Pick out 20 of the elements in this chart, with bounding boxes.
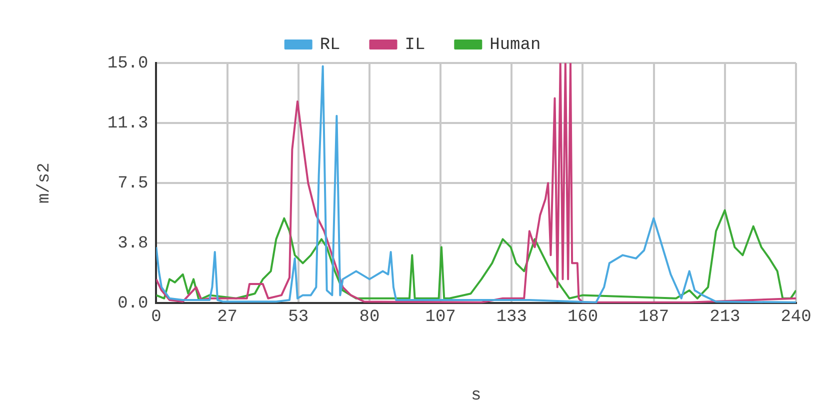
x-tick-label: 107 — [425, 308, 456, 327]
y-tick-label: 15.0 — [107, 54, 148, 74]
x-tick-label: 80 — [359, 308, 380, 327]
legend-label: Human — [490, 36, 541, 55]
x-tick-label: 133 — [496, 308, 527, 327]
legend-label: IL — [404, 36, 426, 55]
x-tick-label: 0 — [151, 308, 162, 327]
x-axis-title: s — [471, 386, 482, 406]
x-tick-label: 187 — [638, 308, 670, 327]
x-tick-label: 27 — [217, 308, 238, 327]
x-tick-label: 213 — [710, 308, 740, 327]
x-tick-label: 160 — [567, 308, 598, 327]
x-tick-label: 53 — [288, 308, 309, 327]
y-tick-label: 0.0 — [118, 294, 148, 314]
legend-label: RL — [320, 36, 340, 55]
y-tick-label: 11.3 — [107, 114, 148, 134]
y-tick-label: 7.5 — [118, 174, 148, 194]
x-tick-label: 240 — [780, 308, 812, 327]
y-axis-title: m/s2 — [36, 162, 55, 204]
y-tick-label: 3.8 — [118, 234, 148, 254]
